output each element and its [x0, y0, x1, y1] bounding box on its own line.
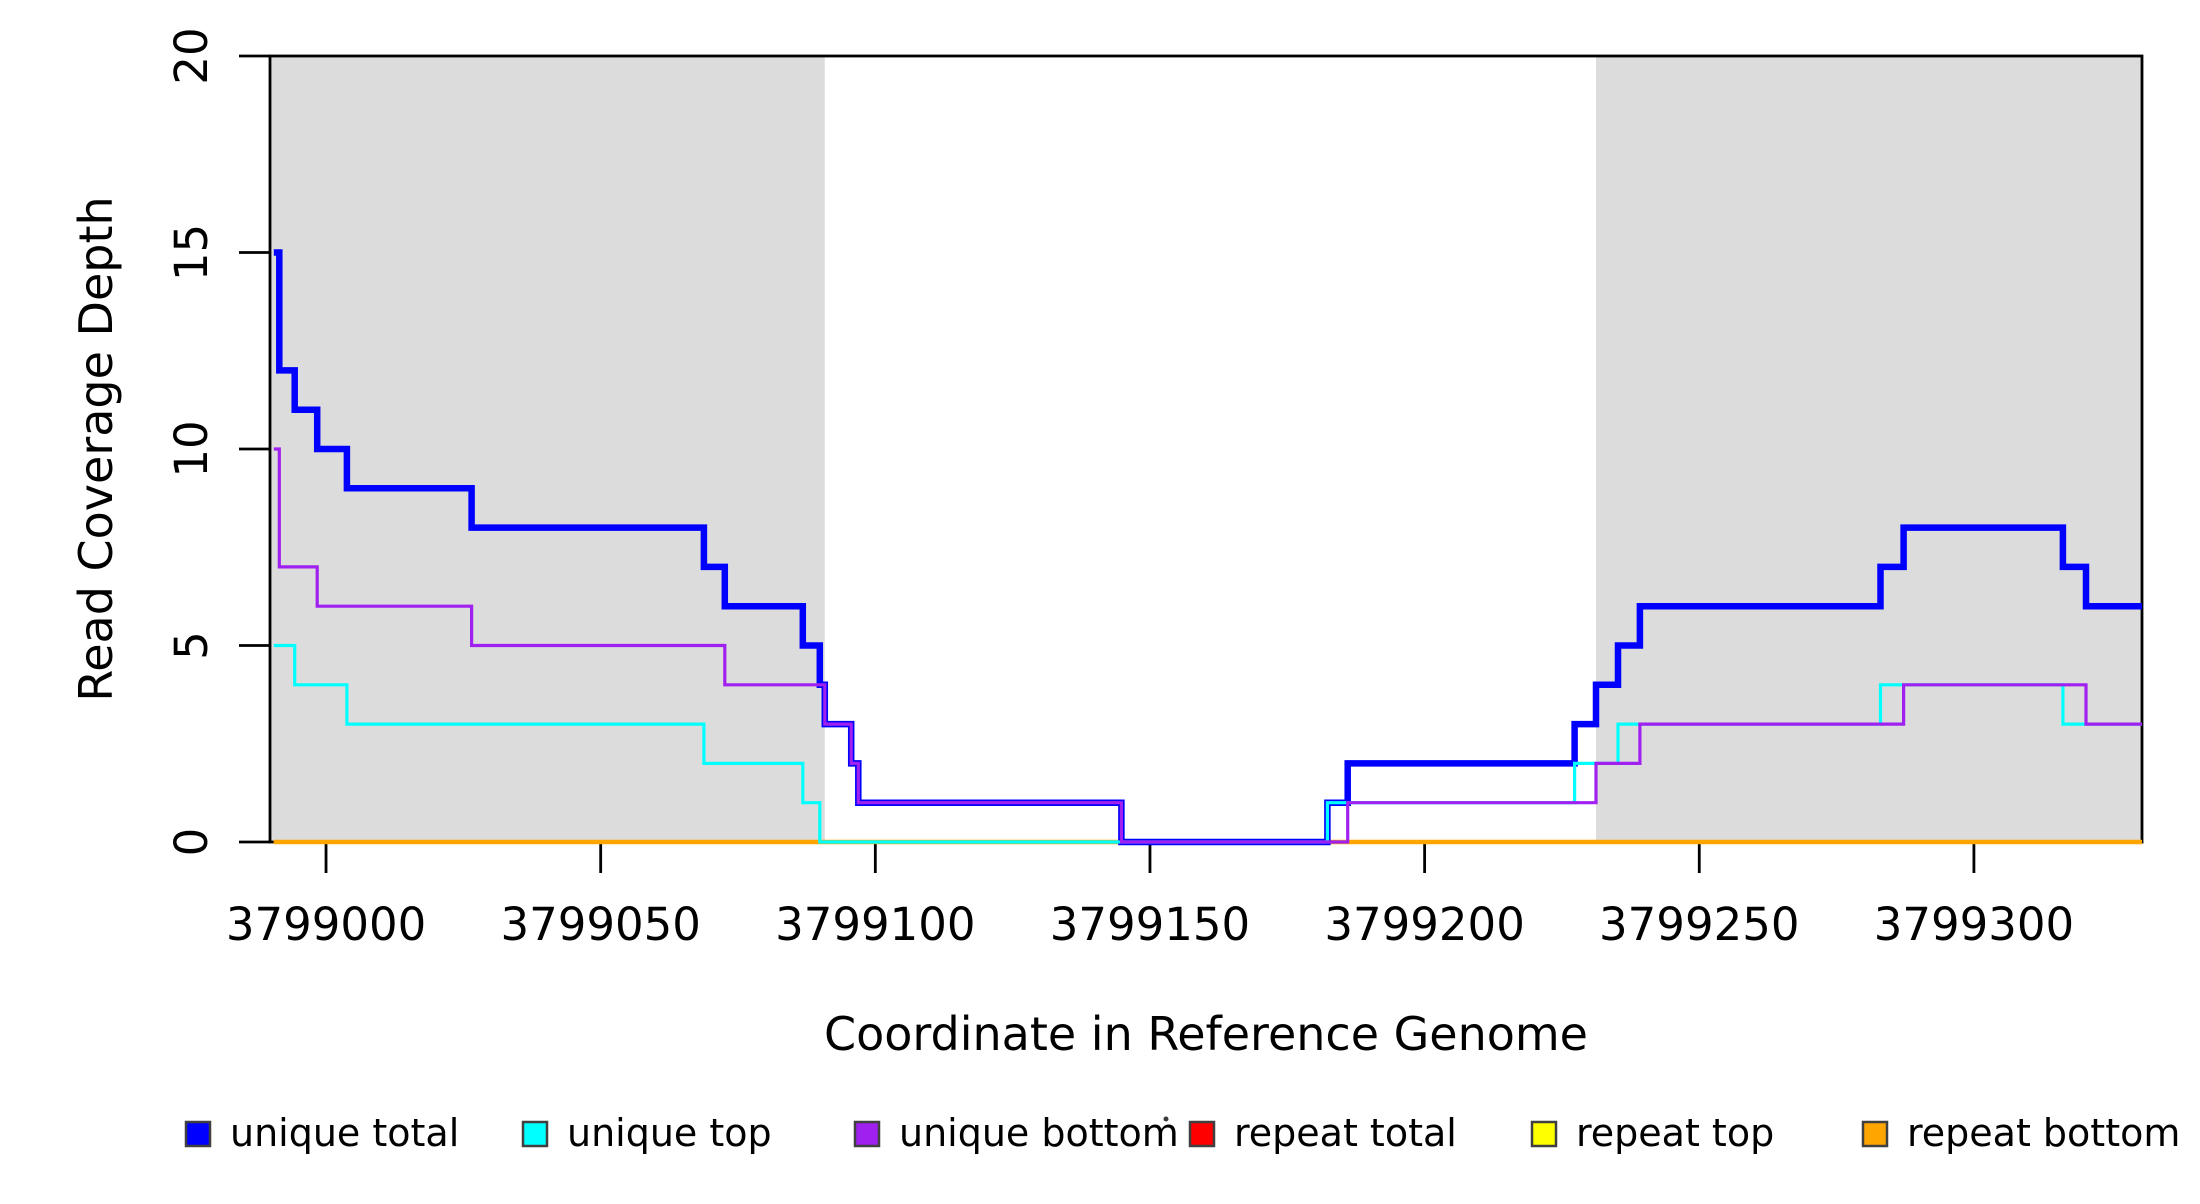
legend-label-unique-top: unique top — [567, 1111, 772, 1155]
legend-label-repeat-bottom: repeat bottom — [1907, 1111, 2180, 1155]
x-tick-label: 3799250 — [1599, 898, 1799, 951]
y-axis-title: Read Coverage Depth — [69, 196, 123, 701]
x-tick-label: 3799300 — [1874, 898, 2074, 951]
series-unique-top — [273, 643, 2142, 844]
legend-swatch-repeat-bottom — [1861, 1120, 1889, 1148]
legend-swatch-repeat-top — [1530, 1120, 1558, 1148]
x-tick-label: 3799100 — [775, 898, 975, 951]
y-tick-label: 10 — [165, 420, 218, 477]
y-tick-label: 15 — [165, 224, 218, 281]
y-tick-label: 5 — [165, 631, 218, 660]
x-tick-label: 3799050 — [500, 898, 700, 951]
x-axis-title: Coordinate in Reference Genome — [824, 1007, 1588, 1061]
left-repeat-region — [270, 56, 825, 842]
legend-label-repeat-top: repeat top — [1576, 1111, 1774, 1155]
legend-swatch-unique-bottom — [853, 1120, 881, 1148]
legend-label-repeat-total: repeat total — [1234, 1111, 1457, 1155]
legend-label-unique-bottom: unique bottom — [899, 1111, 1179, 1155]
legend-stray-dot — [1163, 1116, 1169, 1122]
legend-label-unique-total: unique total — [230, 1111, 459, 1155]
legend-swatch-repeat-total — [1188, 1120, 1216, 1148]
series-unique-bottom — [273, 447, 2142, 844]
right-repeat-region — [1596, 56, 2142, 842]
x-tick-label: 3799200 — [1324, 898, 1524, 951]
x-tick-label: 3799150 — [1050, 898, 1250, 951]
y-tick-label: 0 — [165, 828, 218, 857]
legend-swatch-unique-top — [521, 1120, 549, 1148]
legend-swatch-unique-total — [184, 1120, 212, 1148]
y-tick-label: 20 — [165, 27, 218, 84]
x-tick-label: 3799000 — [226, 898, 426, 951]
